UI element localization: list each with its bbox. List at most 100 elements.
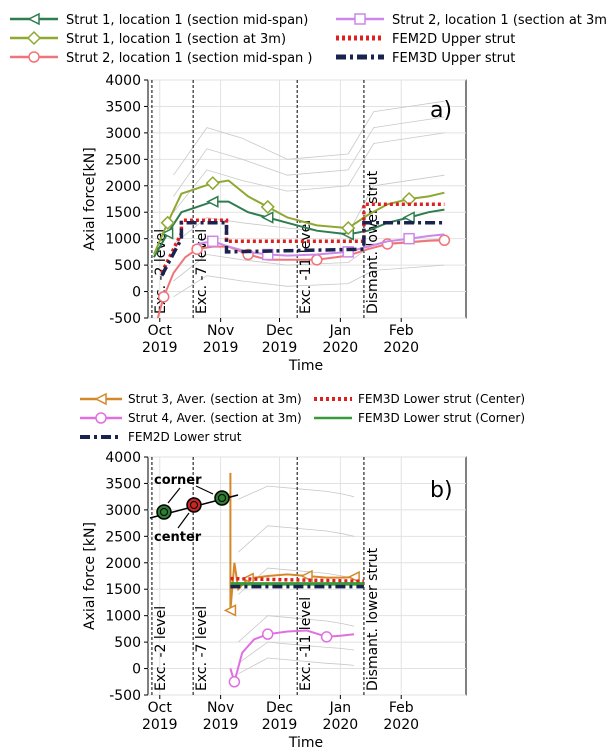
series-marker-a-0-4 [206, 195, 219, 208]
legend-a: Strut 1, location 1 (section mid-span) S… [10, 12, 607, 66]
event-label-a-3: Dismant. lower strut [365, 170, 381, 314]
x-tick-month-a-0: Oct [148, 323, 173, 339]
event-label-a-2: Exc. -11 level [298, 220, 314, 314]
series-marker-a-1-4 [205, 176, 220, 191]
x-tick-month-b-0: Oct [148, 700, 173, 716]
x-tick-year-a-0: 2019 [142, 340, 178, 356]
y-tick-label-a-2: 500 [114, 258, 141, 274]
legend-b-marker-1 [95, 412, 107, 424]
x-tick-year-b-0: 2019 [142, 717, 178, 733]
x-tick-year-a-3: 2020 [323, 340, 359, 356]
series-marker-b-1-7 [320, 631, 333, 643]
y-tick-label-a-4: 1500 [105, 205, 141, 221]
raw-trace-a-5 [173, 264, 445, 298]
x-tick-year-a-4: 2020 [383, 340, 419, 356]
event-label-b-2: Exc. -11 level [298, 597, 314, 691]
series-marker-b-0-4 [241, 572, 254, 585]
inset-corner-arrow-right [195, 485, 214, 495]
inset-center-label: center [154, 530, 202, 545]
events-b: Exc. -2 level Exc. -7 level Exc. -11 level… [151, 457, 381, 695]
series-marker-a-0-1 [160, 227, 174, 240]
series-marker-a-3-1 [207, 235, 219, 248]
series-marker-a-1-7 [260, 199, 275, 214]
y-tick-label-b-6: 2500 [105, 529, 141, 545]
series-marker-a-0-7 [261, 211, 274, 224]
legend-a-label-3: Strut 2, location 1 (section at 3m) [392, 13, 607, 28]
raw-trace-b-2 [238, 567, 355, 595]
legend-a-marker-1 [26, 30, 42, 46]
events-a: Exc. -2 level Exc. -7 level Exc. -11 level… [151, 80, 381, 318]
y-tick-label-a-5: 2000 [105, 179, 141, 195]
inset-corner-gauge-right [214, 490, 230, 506]
y-tick-label-a-6: 2500 [105, 152, 141, 168]
inset-center-gauge-inner [190, 501, 198, 509]
inset-corner-gauge-left-inner [160, 508, 168, 516]
legend-b: Strut 3, Aver. (section at 3m) Strut 4, … [80, 392, 525, 444]
raw-trace-b-0 [238, 485, 355, 500]
background-traces-b [238, 485, 355, 675]
raw-trace-b-1 [238, 525, 355, 553]
legend-a-marker-3 [354, 13, 366, 25]
y-tick-label-a-7: 3000 [105, 126, 141, 142]
y-ticks-b: -500 0 500 1000 1500 2000 2500 3000 3500 4000 [105, 450, 148, 704]
event-label-b-1: Exc. -7 level [194, 606, 210, 691]
x-tick-month-a-4: Feb [389, 323, 414, 339]
raw-trace-b-4 [238, 641, 355, 664]
plot-area-b: Exc. -2 level Exc. -7 level Exc. -11 level… [82, 450, 467, 751]
event-label-b-0: Exc. -2 level [153, 606, 169, 691]
x-tick-month-a-3: Jan [329, 323, 352, 339]
inset-corner-gauge-left [156, 504, 172, 520]
raw-trace-a-0 [173, 100, 445, 176]
plot-area-a: Exc. -2 level Exc. -7 level Exc. -11 level… [82, 73, 467, 374]
series-marker-b-0-1 [223, 604, 237, 617]
chart-panel-a: Strut 1, location 1 (section mid-span) S… [10, 12, 607, 374]
legend-a-label-5: FEM3D Upper strut [392, 51, 515, 66]
y-tick-label-a-9: 4000 [105, 73, 141, 89]
series-marker-a-3-10 [403, 232, 415, 245]
raw-trace-a-3 [173, 174, 445, 245]
panel-label-a: a) [430, 98, 452, 123]
y-axis-label-b: Axial force [kN] [82, 522, 98, 630]
y-tick-label-a-0: -500 [109, 311, 141, 327]
event-label-b-3: Dismant. lower strut [365, 547, 381, 691]
y-tick-label-b-7: 3000 [105, 503, 141, 519]
y-tick-label-a-3: 1000 [105, 232, 141, 248]
grid-b [148, 456, 466, 696]
series-line-b-2 [230, 576, 364, 584]
series-marker-a-2-10 [311, 254, 323, 266]
y-tick-label-b-3: 1000 [105, 609, 141, 625]
series-line-b-1 [229, 629, 355, 686]
x-tick-month-a-1: Nov [207, 323, 234, 339]
y-tick-label-a-1: 0 [132, 285, 141, 301]
legend-b-label-1: Strut 4, Aver. (section at 3m) [128, 411, 302, 425]
series-b [223, 472, 364, 688]
y-ticks-a: -500 0 500 1000 1500 2000 2500 3000 3500 4000 [105, 73, 148, 327]
y-tick-label-b-2: 500 [114, 635, 141, 651]
series-marker-b-1-1 [228, 676, 241, 688]
x-tick-year-b-1: 2019 [203, 717, 239, 733]
raw-trace-a-1 [173, 116, 445, 197]
x-tick-year-b-2: 2019 [262, 717, 298, 733]
y-tick-label-b-4: 1500 [105, 582, 141, 598]
inset-corner-label: corner [154, 473, 202, 488]
series-marker-a-0-13 [402, 211, 415, 224]
chart-panel-b: Strut 3, Aver. (section at 3m) Strut 4, … [80, 392, 525, 751]
grid-a [148, 79, 466, 319]
series-line-a-0 [153, 200, 445, 258]
x-tick-year-a-2: 2019 [262, 340, 298, 356]
panel-label-b: b) [430, 478, 453, 503]
series-marker-a-1-10 [341, 221, 356, 236]
x-tick-year-b-4: 2020 [383, 717, 419, 733]
legend-a-label-4: FEM2D Upper strut [392, 32, 515, 47]
legend-b-label-2: FEM3D Lower strut (Center) [358, 392, 525, 406]
series-marker-a-1-1 [160, 215, 175, 230]
inset-corner-arrow-left [167, 487, 181, 504]
inset-center-gauge [186, 497, 202, 513]
y-tick-label-b-9: 4000 [105, 450, 141, 466]
inset-center-arrow [177, 512, 190, 529]
series-line-b-0 [229, 472, 355, 611]
x-tick-year-b-3: 2020 [323, 717, 359, 733]
inset-corner-gauge-right-inner [218, 494, 226, 502]
